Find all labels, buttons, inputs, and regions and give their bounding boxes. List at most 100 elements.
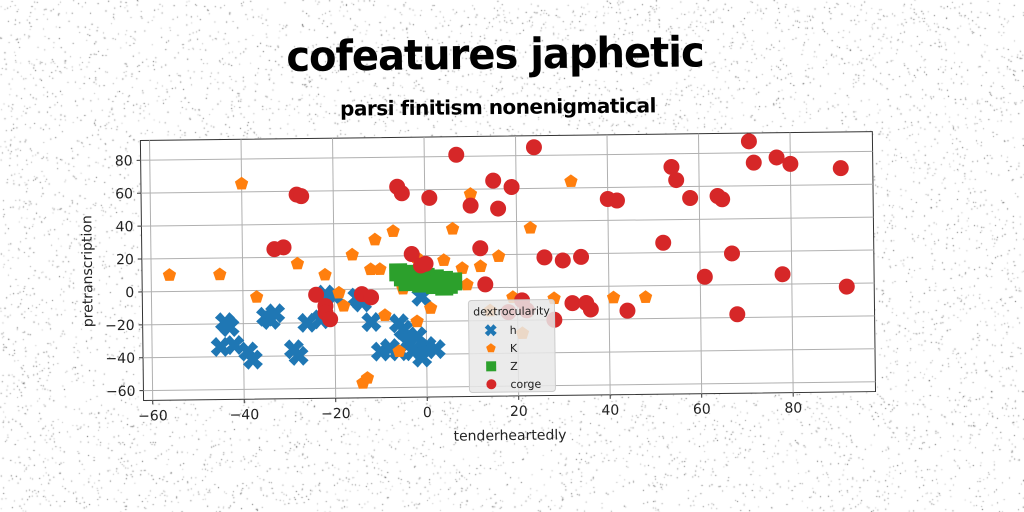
data-point-h (265, 303, 286, 324)
data-point-corge (462, 197, 479, 214)
data-point-corge (477, 276, 494, 293)
data-point-k (249, 290, 264, 303)
data-point-corge (619, 302, 636, 319)
data-point-k (463, 187, 478, 200)
x-gridline (149, 140, 154, 401)
y-tick-label: 40 (116, 219, 134, 235)
data-point-corge (696, 268, 713, 285)
data-point-h (425, 339, 446, 360)
x-gridline (606, 134, 611, 395)
data-point-corge (578, 294, 595, 311)
data-point-k (378, 308, 392, 322)
y-gridline (141, 216, 874, 227)
y-tick-label: 0 (125, 285, 134, 301)
y-axis-ticks: −60 −40 −20 0 20 40 60 80 (105, 153, 144, 400)
data-point-k (213, 267, 227, 281)
y-tick-label: −40 (105, 351, 135, 367)
legend-label-k: K (510, 342, 518, 355)
data-point-corge (485, 172, 502, 189)
data-point-corge (663, 158, 680, 175)
y-tick-label: −20 (105, 318, 135, 334)
x-tick-label: 80 (784, 400, 802, 416)
data-point-h (242, 349, 263, 370)
data-point-corge (832, 160, 849, 177)
data-point-corge (417, 255, 434, 272)
data-point-corge (393, 185, 410, 202)
data-point-corge (745, 154, 762, 171)
data-point-corge (525, 139, 542, 156)
data-point-k (318, 267, 332, 281)
data-point-h (283, 339, 304, 360)
data-point-corge (668, 172, 685, 189)
data-point-corge (490, 200, 507, 217)
x-axis-ticks: −60 −40 −20 0 20 40 60 80 (138, 392, 802, 425)
data-point-corge (838, 278, 855, 295)
x-tick-label: −20 (321, 406, 351, 422)
data-point-corge (308, 286, 325, 303)
data-point-k (373, 262, 387, 275)
data-point-k (392, 344, 406, 358)
x-gridline (332, 138, 337, 399)
data-point-k (455, 261, 469, 274)
data-point-k (437, 253, 451, 266)
data-point-h (393, 319, 414, 340)
data-point-k (290, 256, 305, 270)
x-tick-label: −40 (230, 407, 260, 423)
data-point-z (412, 274, 431, 293)
data-point-k (386, 224, 400, 237)
data-point-k (162, 268, 177, 281)
legend-label-z: Z (510, 360, 518, 373)
data-point-z (398, 272, 417, 292)
data-point-z (435, 277, 454, 296)
data-point-h (219, 316, 240, 338)
data-point-corge (573, 248, 590, 265)
legend-marker-h (484, 324, 497, 337)
data-point-corge (403, 246, 420, 263)
data-point-k (564, 174, 578, 188)
x-axis-label: tenderheartedly (453, 427, 566, 444)
y-tick-label: −60 (106, 384, 136, 400)
data-point-k (337, 298, 351, 312)
data-point-corge (768, 149, 785, 166)
data-point-corge (322, 311, 339, 328)
data-point-k (473, 259, 488, 273)
legend-label-h: h (510, 324, 517, 337)
x-tick-label: 0 (423, 405, 432, 421)
data-point-corge (729, 306, 746, 323)
data-point-corge (774, 266, 791, 283)
data-point-corge (536, 249, 553, 266)
y-tick-label: 20 (116, 252, 134, 268)
legend-marker-k (486, 343, 496, 353)
data-point-k (368, 232, 382, 246)
data-point-k (360, 371, 375, 384)
data-point-corge (723, 245, 740, 262)
y-gridline (142, 282, 875, 293)
data-point-k (345, 247, 359, 261)
data-point-corge (782, 155, 799, 172)
data-point-corge (363, 289, 380, 306)
data-point-k (445, 221, 460, 235)
x-tick-label: 40 (601, 403, 619, 419)
data-point-corge (682, 189, 699, 206)
data-point-h (224, 335, 245, 356)
data-point-corge (275, 239, 292, 256)
data-point-corge (293, 188, 310, 205)
data-point-corge (554, 252, 571, 269)
y-tick-label: 80 (115, 153, 133, 169)
data-point-corge (503, 179, 520, 196)
data-point-k (492, 249, 506, 263)
x-tick-label: 60 (693, 402, 711, 418)
data-point-k (234, 176, 249, 190)
legend-title: dextrocularity (473, 305, 550, 319)
data-point-k (332, 285, 346, 299)
data-point-k (606, 290, 621, 304)
legend-marker-z (486, 361, 497, 372)
legend-marker-corge (486, 379, 497, 390)
data-point-k (424, 301, 438, 314)
data-point-k (460, 277, 474, 291)
y-axis-label: pretranscription (79, 215, 96, 327)
data-point-h (297, 312, 318, 333)
x-tick-label: −60 (138, 408, 168, 424)
